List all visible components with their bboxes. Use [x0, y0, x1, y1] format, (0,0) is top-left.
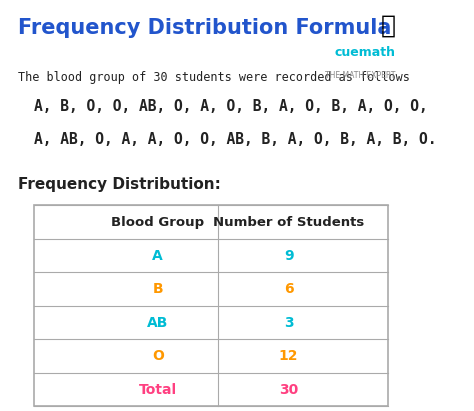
Text: 6: 6: [284, 282, 293, 296]
Text: Number of Students: Number of Students: [213, 216, 365, 229]
Text: THE MATH EXPERT: THE MATH EXPERT: [326, 71, 396, 80]
Text: cuemath: cuemath: [335, 46, 396, 59]
Text: 3: 3: [284, 316, 293, 330]
Text: 🚀: 🚀: [381, 14, 396, 38]
Text: 12: 12: [279, 349, 299, 363]
Text: Frequency Distribution:: Frequency Distribution:: [18, 177, 220, 192]
Text: A: A: [152, 249, 163, 263]
Text: Total: Total: [139, 383, 177, 397]
Text: Frequency Distribution Formula: Frequency Distribution Formula: [18, 18, 391, 38]
Text: AB: AB: [147, 316, 168, 330]
Text: 9: 9: [284, 249, 293, 263]
Text: B: B: [153, 282, 163, 296]
Text: The blood group of 30 students were recorded as follows: The blood group of 30 students were reco…: [18, 71, 410, 84]
Text: A, B, O, O, AB, O, A, O, B, A, O, B, A, O, O,: A, B, O, O, AB, O, A, O, B, A, O, B, A, …: [34, 99, 428, 114]
Text: O: O: [152, 349, 164, 363]
Text: 30: 30: [279, 383, 298, 397]
FancyBboxPatch shape: [34, 206, 388, 406]
Text: A, AB, O, A, A, O, O, AB, B, A, O, B, A, B, O.: A, AB, O, A, A, O, O, AB, B, A, O, B, A,…: [34, 132, 437, 147]
Text: Blood Group: Blood Group: [111, 216, 204, 229]
